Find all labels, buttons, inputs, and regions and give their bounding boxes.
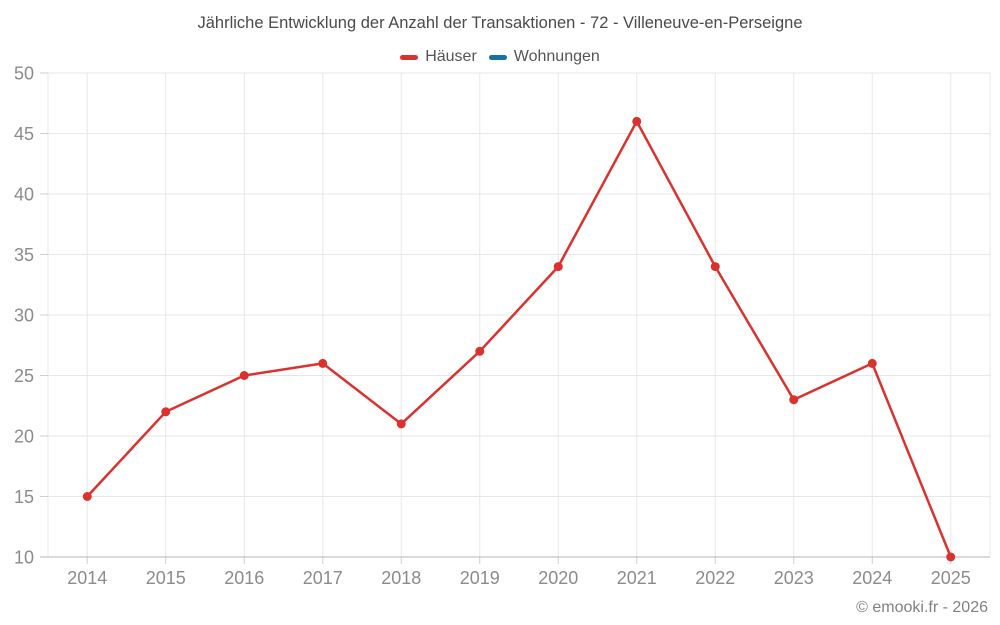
- legend-swatch-hauser: [400, 54, 419, 60]
- data-point[interactable]: [475, 346, 485, 356]
- chart-legend: Häuser Wohnungen: [0, 46, 1000, 68]
- series-points-hauser[interactable]: [82, 116, 956, 562]
- y-tick-label: 50: [14, 64, 34, 84]
- y-tick-label: 15: [14, 487, 34, 507]
- legend-label: Wohnungen: [513, 48, 600, 65]
- x-tick-label: 2024: [852, 568, 892, 588]
- y-tick-label: 20: [14, 427, 34, 447]
- y-tick-label: 25: [14, 366, 34, 386]
- x-tick-label: 2022: [695, 568, 735, 588]
- gridlines: [47, 72, 991, 558]
- y-tick-label: 35: [14, 245, 34, 265]
- data-point[interactable]: [867, 358, 877, 368]
- x-tick-label: 2023: [774, 568, 814, 588]
- chart-title: Jährliche Entwicklung der Anzahl der Tra…: [197, 14, 803, 32]
- x-tick-label: 2018: [381, 568, 421, 588]
- y-tick-label: 30: [14, 306, 34, 326]
- y-tick-label: 40: [14, 185, 34, 205]
- tick-marks: [40, 72, 952, 564]
- series-hauser: [82, 116, 956, 562]
- data-point[interactable]: [239, 371, 249, 380]
- data-point[interactable]: [396, 419, 406, 429]
- data-point[interactable]: [946, 552, 956, 562]
- x-tick-label: 2021: [617, 568, 657, 588]
- x-axis-tick-labels: 2014 2015 2016 2017 2018 2019 2020 2021 2022 2023…: [67, 568, 971, 588]
- data-point[interactable]: [789, 395, 799, 405]
- legend-item-hauser[interactable]: Häuser: [400, 46, 477, 68]
- x-tick-label: 2019: [460, 568, 500, 588]
- x-tick-label: 2016: [224, 568, 264, 588]
- y-tick-label: 10: [14, 548, 34, 568]
- x-tick-label: 2014: [67, 568, 107, 588]
- x-tick-label: 2015: [146, 568, 186, 588]
- legend-swatch-wohnungen: [488, 54, 507, 60]
- y-axis-tick-labels: 10 15 20 25 30 35 40 45 50: [14, 64, 34, 568]
- legend-item-wohnungen[interactable]: Wohnungen: [488, 46, 600, 68]
- data-point[interactable]: [632, 116, 642, 126]
- series-line-hauser: [86, 120, 952, 559]
- x-tick-label: 2017: [303, 568, 343, 588]
- data-point[interactable]: [710, 262, 720, 272]
- data-point[interactable]: [161, 407, 171, 417]
- x-tick-label: 2020: [538, 568, 578, 588]
- data-point[interactable]: [82, 492, 92, 501]
- copyright-footer: © emooki.fr - 2026: [856, 599, 988, 616]
- data-point[interactable]: [553, 262, 563, 272]
- x-tick-label: 2025: [931, 568, 971, 588]
- legend-label: Häuser: [425, 48, 477, 65]
- y-tick-label: 45: [14, 124, 34, 144]
- data-point[interactable]: [318, 358, 328, 368]
